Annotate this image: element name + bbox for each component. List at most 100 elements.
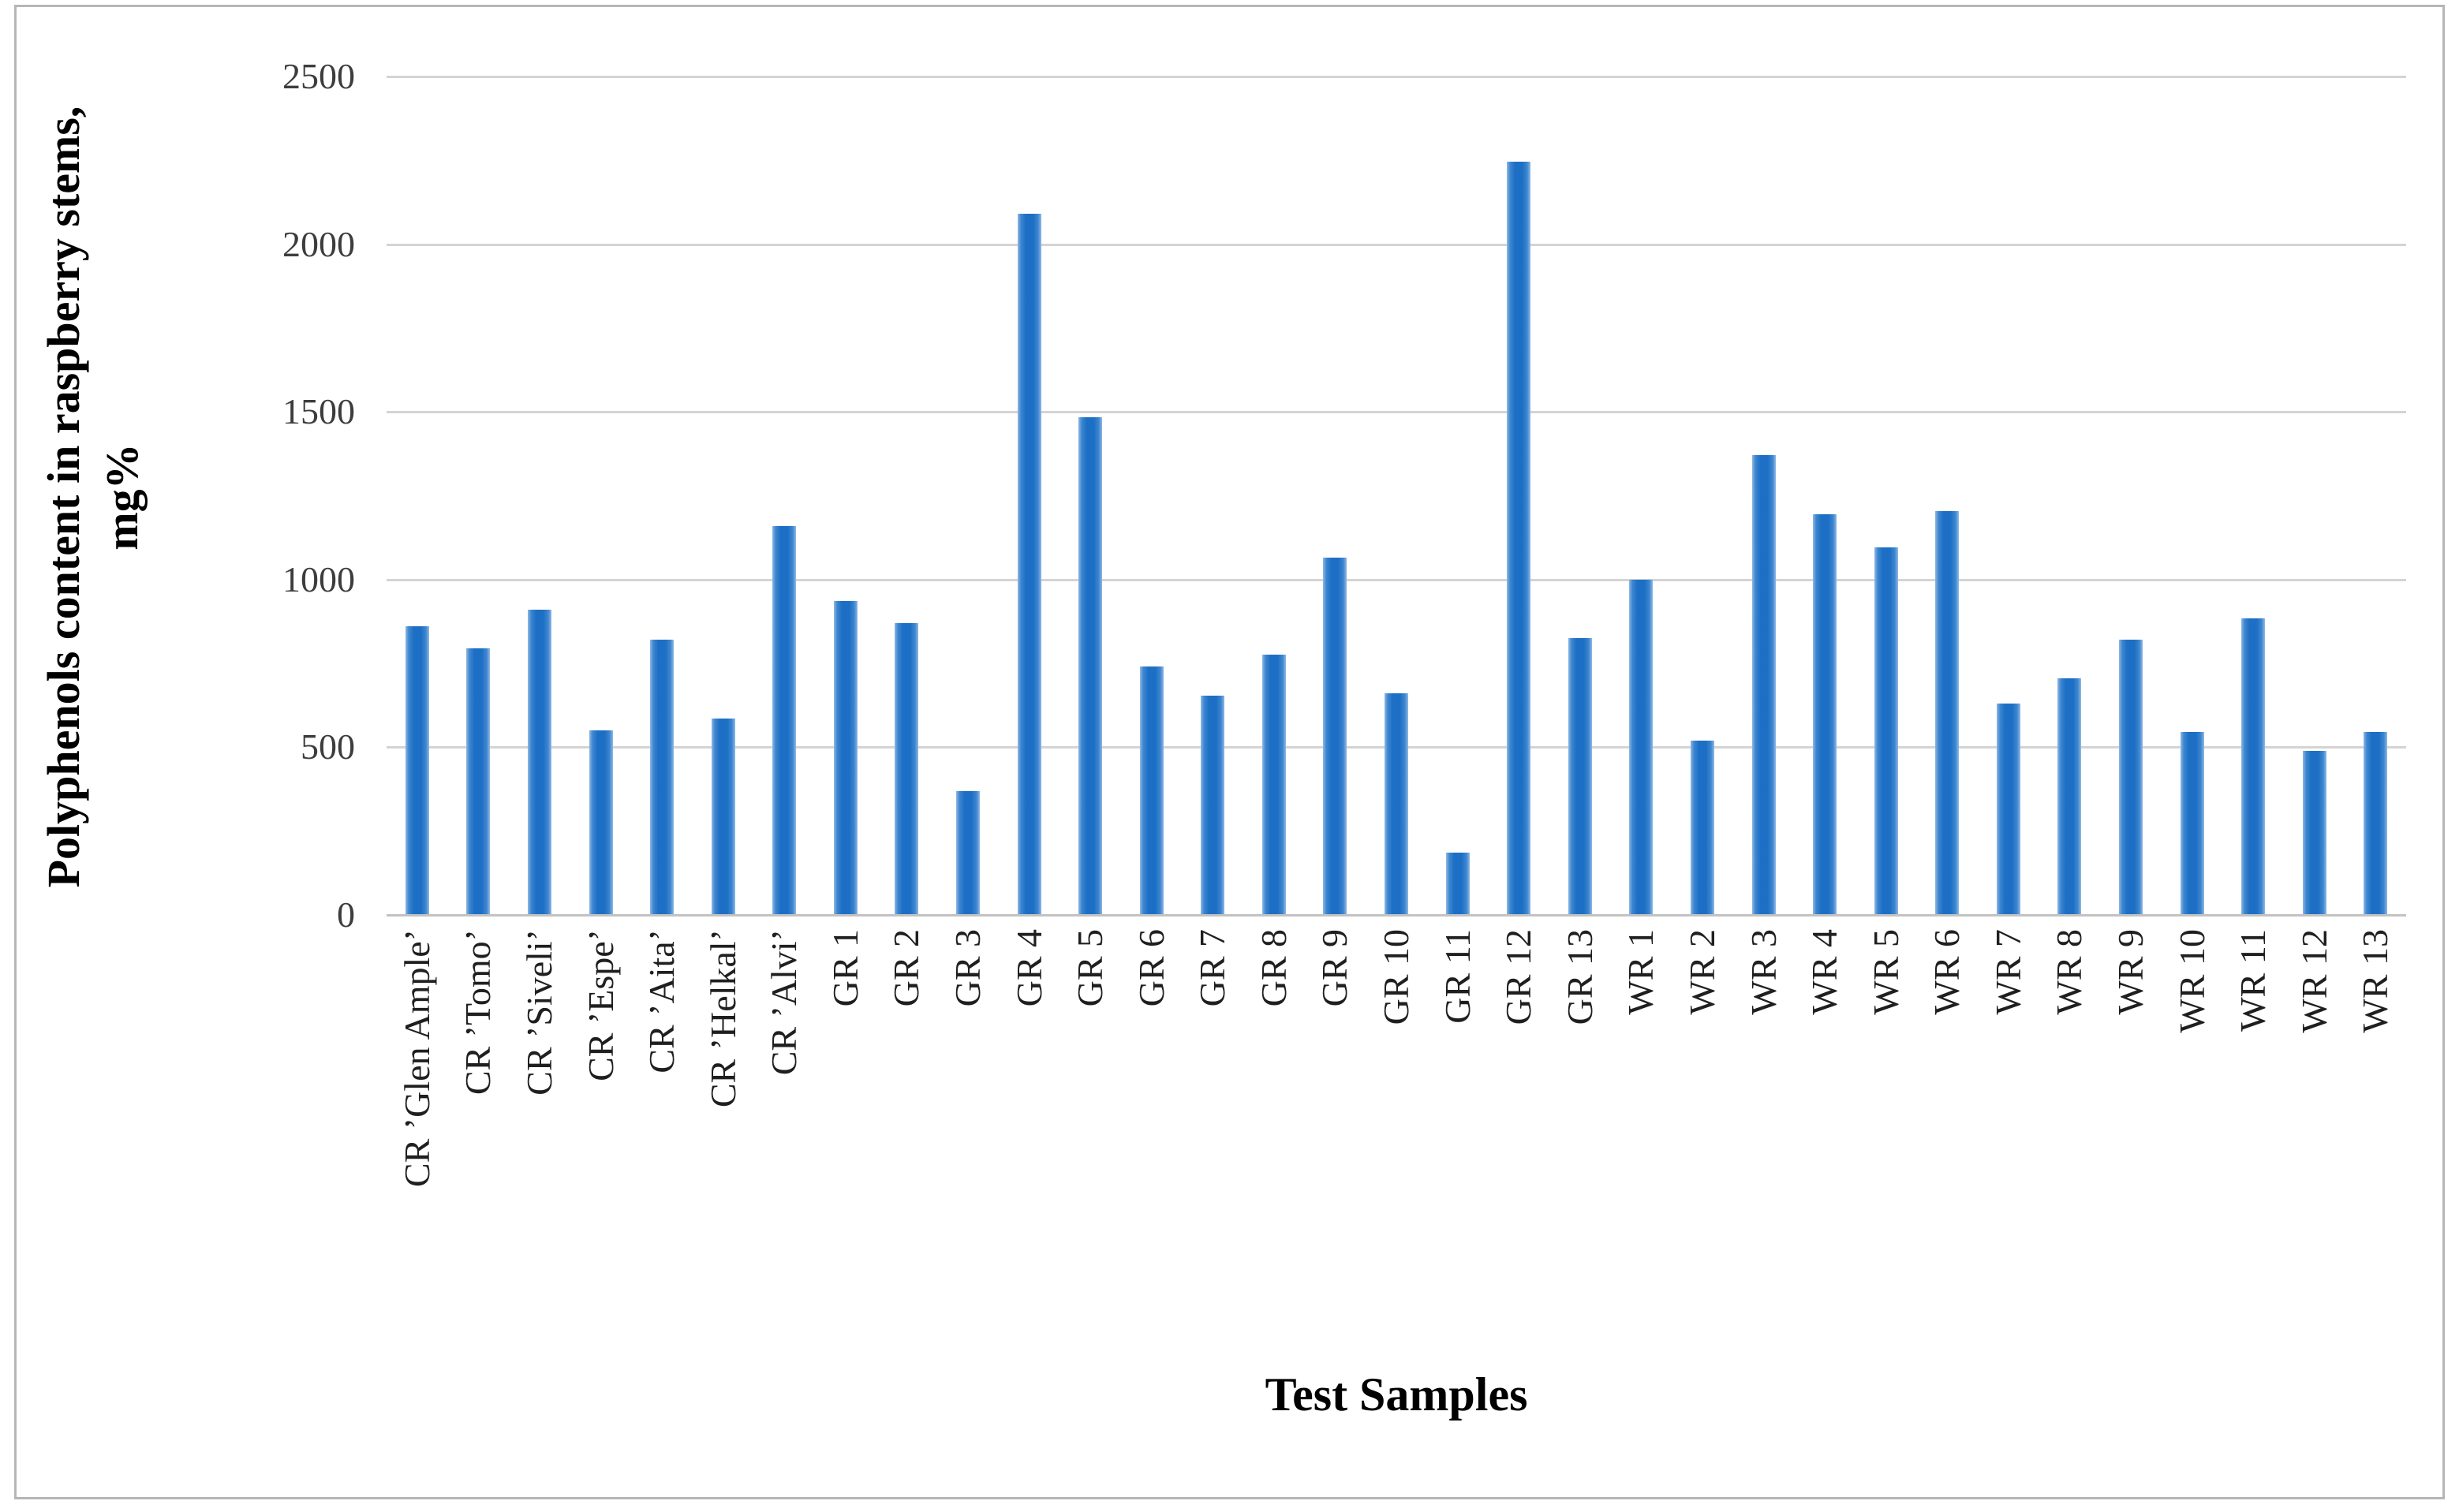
bar-slot	[1305, 77, 1366, 915]
bar-GR 12	[1507, 162, 1531, 915]
bar-GR 6	[1139, 666, 1164, 915]
bar-WR 7	[1996, 704, 2020, 915]
bar-slot	[937, 77, 999, 915]
x-category-label: WR 8	[2049, 929, 2090, 1015]
bar-WR 8	[2057, 678, 2082, 915]
x-category-label: GR 13	[1559, 929, 1600, 1025]
bar-slot	[2222, 77, 2284, 915]
x-label-slot: GR 9	[1305, 929, 1366, 1402]
x-label-slot: WR 6	[1916, 929, 1978, 1402]
x-label-slot: WR 1	[1611, 929, 1672, 1402]
x-category-label: GR 2	[886, 929, 927, 1007]
bar-GR 9	[1323, 558, 1347, 915]
bar-GR 11	[1445, 853, 1470, 915]
bar-slot	[1488, 77, 1549, 915]
x-label-slot: WR 13	[2345, 929, 2407, 1402]
x-label-slot: WR 11	[2222, 929, 2284, 1402]
bar-CR ’Alvi’	[772, 525, 797, 915]
y-tick-label-500: 500	[301, 726, 355, 767]
bar-slot	[1855, 77, 1917, 915]
x-label-slot: WR 7	[1978, 929, 2039, 1402]
bar-slot	[1611, 77, 1672, 915]
x-category-label: GR 5	[1070, 929, 1111, 1007]
x-category-label: WR 9	[2110, 929, 2151, 1015]
x-category-label: WR 5	[1865, 929, 1906, 1015]
x-category-label: WR 6	[1926, 929, 1968, 1015]
x-label-slot: CR ’Aita’	[631, 929, 693, 1402]
bar-WR 11	[2241, 618, 2266, 915]
x-label-slot: GR 7	[1183, 929, 1244, 1402]
bar-GR 4	[1017, 214, 1041, 915]
x-category-label: GR 8	[1253, 929, 1294, 1007]
y-tick-label-2000: 2000	[282, 223, 355, 264]
x-label-slot: WR 10	[2162, 929, 2223, 1402]
x-category-label: GR 7	[1192, 929, 1233, 1007]
x-label-slot: GR 1	[815, 929, 876, 1402]
y-axis-title: Polyphenols content in raspberry stems, …	[35, 106, 151, 888]
bar-CR ’Siveli’	[527, 610, 551, 915]
x-label-slot: WR 2	[1672, 929, 1733, 1402]
bar-GR 8	[1261, 655, 1286, 915]
x-category-label: GR 6	[1130, 929, 1172, 1007]
plot-area	[387, 76, 2407, 917]
bar-WR 2	[1690, 740, 1714, 915]
x-label-slot: GR 2	[876, 929, 938, 1402]
bar-CR ’Glen Ample’	[405, 626, 429, 915]
bar-slot	[2345, 77, 2407, 915]
x-label-slot: GR 5	[1059, 929, 1121, 1402]
x-category-label: CR ’Espe’	[580, 929, 621, 1081]
bar-WR 5	[1874, 547, 1898, 915]
bar-GR 1	[833, 601, 858, 915]
bar-slot	[1549, 77, 1611, 915]
x-label-slot: WR 9	[2100, 929, 2162, 1402]
x-category-label: GR 4	[1008, 929, 1049, 1007]
bar-slot	[448, 77, 510, 915]
x-label-slot: GR 8	[1243, 929, 1305, 1402]
bar-WR 10	[2180, 732, 2204, 915]
x-label-slot: GR 13	[1549, 929, 1611, 1402]
x-category-label: WR 4	[1804, 929, 1845, 1015]
x-label-slot: WR 3	[1733, 929, 1795, 1402]
x-category-label: CR ’Aita’	[641, 929, 682, 1073]
gridline-1000	[387, 578, 2406, 581]
bar-slot	[2162, 77, 2223, 915]
bar-GR 3	[955, 790, 980, 915]
x-label-slot: WR 4	[1794, 929, 1855, 1402]
bar-slot	[1733, 77, 1795, 915]
bar-WR 9	[2118, 640, 2143, 915]
x-label-slot: CR ’Glen Ample’	[387, 929, 448, 1402]
bar-slot	[999, 77, 1060, 915]
x-category-label: GR 12	[1498, 929, 1539, 1025]
bar-WR 13	[2364, 732, 2388, 915]
x-label-slot: CR ’Siveli’	[509, 929, 570, 1402]
bar-slot	[876, 77, 938, 915]
x-label-slot: GR 6	[1121, 929, 1183, 1402]
x-label-slot: WR 12	[2284, 929, 2345, 1402]
x-axis-line	[387, 914, 2406, 917]
bar-slot	[2039, 77, 2101, 915]
bar-slot	[2100, 77, 2162, 915]
bar-slot	[387, 77, 448, 915]
gridline-1500	[387, 411, 2406, 414]
y-axis-title-line1: Polyphenols content in raspberry stems,	[38, 106, 89, 888]
x-category-label: CR ’Tomo’	[458, 929, 499, 1096]
bar-slot	[509, 77, 570, 915]
bar-WR 4	[1813, 513, 1837, 915]
bar-GR 7	[1201, 695, 1225, 915]
bar-GR 2	[895, 623, 919, 915]
x-label-slot: WR 8	[2039, 929, 2101, 1402]
x-label-slot: CR ’Helkal’	[693, 929, 754, 1402]
bar-WR 1	[1629, 579, 1654, 915]
x-category-label: WR 3	[1743, 929, 1784, 1015]
x-label-slot: GR 10	[1366, 929, 1427, 1402]
x-category-label: WR 7	[1987, 929, 2028, 1015]
x-label-slot: GR 3	[937, 929, 999, 1402]
x-category-label: WR 2	[1681, 929, 1722, 1015]
y-axis-title-line2: mg%	[96, 443, 148, 551]
x-category-label: GR 3	[947, 929, 988, 1007]
x-category-label: WR 12	[2293, 929, 2334, 1033]
x-label-slot: GR 11	[1427, 929, 1489, 1402]
x-category-label: WR 10	[2171, 929, 2212, 1033]
gridline-2500	[387, 76, 2406, 78]
bar-CR ’Helkal’	[711, 719, 735, 915]
